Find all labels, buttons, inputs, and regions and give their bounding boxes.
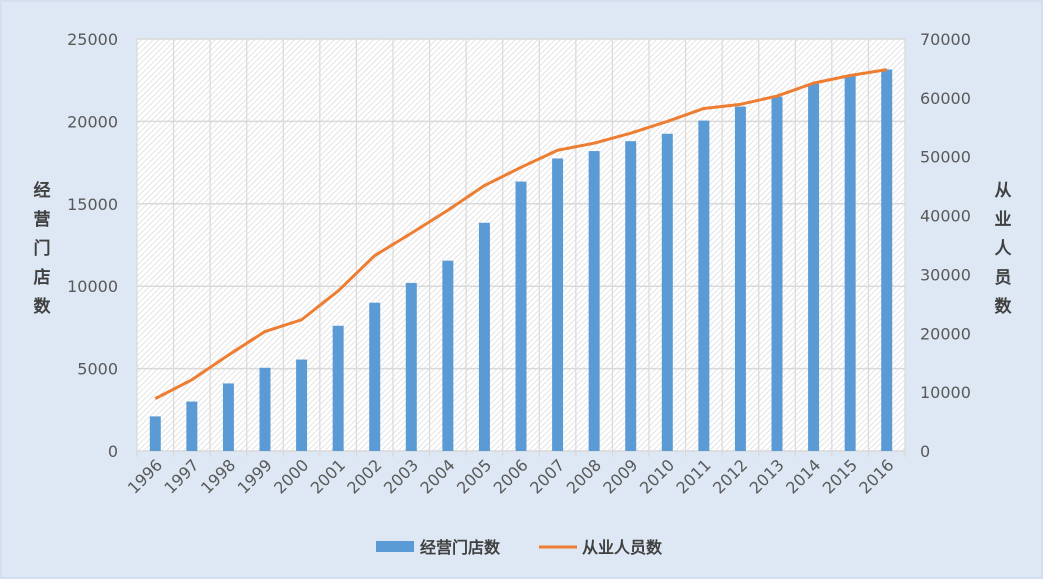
bar-2008 bbox=[588, 151, 600, 451]
bar-2010 bbox=[661, 133, 673, 451]
bar-2003 bbox=[405, 282, 417, 451]
bar-2004 bbox=[442, 260, 454, 451]
bar-2013 bbox=[771, 96, 783, 452]
left-tick-label: 5000 bbox=[77, 360, 118, 379]
right-tick-label: 70000 bbox=[920, 30, 971, 49]
left-tick-label: 20000 bbox=[67, 112, 118, 131]
right-tick-label: 10000 bbox=[920, 383, 971, 402]
bar-1996 bbox=[149, 416, 161, 451]
bar-2011 bbox=[698, 120, 710, 452]
right-tick-label: 60000 bbox=[920, 89, 971, 108]
bar-2001 bbox=[332, 325, 344, 451]
left-axis-title: 经营门店数 bbox=[34, 180, 52, 317]
left-tick-label: 10000 bbox=[67, 277, 118, 296]
right-tick-label: 40000 bbox=[920, 207, 971, 226]
line-series bbox=[154, 68, 887, 400]
bar-2014 bbox=[808, 83, 820, 451]
bar-2015 bbox=[844, 75, 856, 452]
bar-2016 bbox=[881, 69, 893, 451]
bar-series bbox=[149, 69, 893, 452]
bar-1997 bbox=[186, 401, 198, 451]
bar-2012 bbox=[734, 106, 746, 452]
right-tick-label: 0 bbox=[920, 442, 930, 461]
bar-2007 bbox=[552, 158, 564, 452]
right-axis-title: 从业人员数 bbox=[995, 181, 1013, 317]
legend: 经营门店数 从业人员数 bbox=[376, 538, 663, 557]
bar-2002 bbox=[369, 302, 381, 451]
right-tick-label: 50000 bbox=[920, 148, 971, 167]
bar-1999 bbox=[259, 367, 271, 451]
bar-2005 bbox=[478, 222, 490, 451]
right-tick-label: 30000 bbox=[920, 265, 971, 284]
bar-2009 bbox=[625, 141, 637, 451]
legend-bar-swatch bbox=[376, 541, 414, 552]
left-tick-label: 25000 bbox=[67, 30, 118, 49]
legend-bar-label: 经营门店数 bbox=[420, 538, 501, 557]
bar-1998 bbox=[222, 383, 234, 451]
left-tick-label: 15000 bbox=[67, 195, 118, 214]
bar-2006 bbox=[515, 181, 527, 451]
bar-2000 bbox=[296, 359, 308, 451]
left-tick-label: 0 bbox=[108, 442, 118, 461]
legend-line-label: 从业人员数 bbox=[582, 538, 663, 557]
right-tick-label: 20000 bbox=[920, 324, 971, 343]
